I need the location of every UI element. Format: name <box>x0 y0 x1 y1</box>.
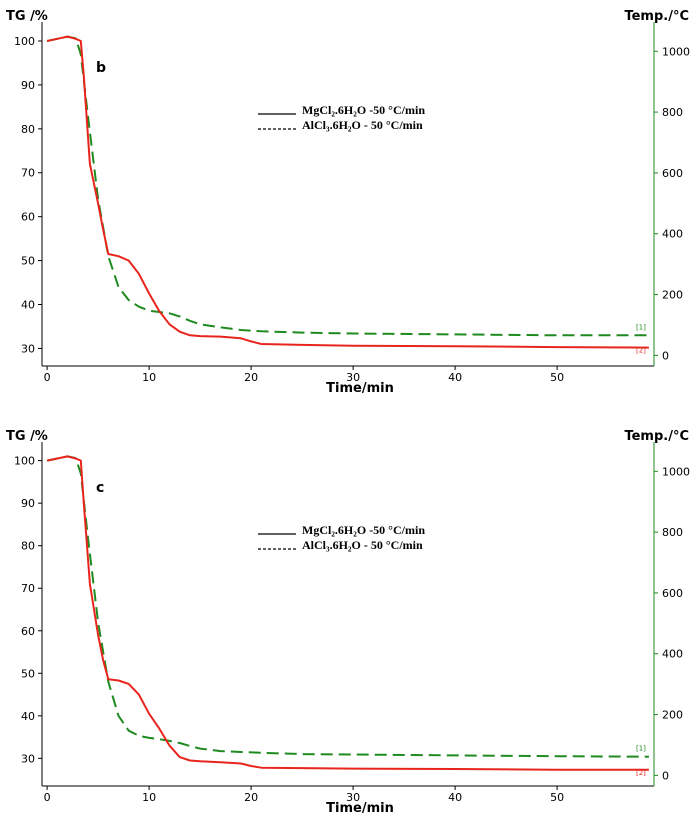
y-tick-label: 80 <box>21 123 35 136</box>
y2-tick-label: 600 <box>662 587 683 600</box>
series-end-tag: [2] <box>636 347 646 355</box>
y2-tick-label: 200 <box>662 289 683 302</box>
x-tick-label: 30 <box>346 791 360 804</box>
series-line <box>46 35 649 337</box>
x-tick-label: 20 <box>244 371 258 384</box>
y-tick-label: 90 <box>21 79 35 92</box>
y-tick-label: 60 <box>21 211 35 224</box>
x-tick-label: 40 <box>448 371 462 384</box>
series-end-tag: [2] <box>636 769 646 777</box>
y-tick-label: 100 <box>14 455 35 468</box>
x-tick-label: 10 <box>142 371 156 384</box>
y2-tick-label: 800 <box>662 106 683 119</box>
y2-axis-title: Temp./°C <box>624 9 689 24</box>
tg-panel-b: TG /% Temp./°C Time/min 30 40 50 60 70 80 90 100 0 1… <box>0 0 695 410</box>
y2-tick-label: 600 <box>662 167 683 180</box>
x-tick-label: 40 <box>448 791 462 804</box>
y-tick-label: 100 <box>14 35 35 48</box>
x-tick-label: 0 <box>44 371 51 384</box>
series-line <box>46 35 649 349</box>
x-axis-title: Time/min <box>326 381 394 396</box>
panel-label: c <box>96 480 104 496</box>
x-tick-label: 50 <box>550 791 564 804</box>
y2-tick-label: 400 <box>662 648 683 661</box>
tg-panel-c: TG /% Temp./°C Time/min 30 40 50 60 70 80 90 100 0 1… <box>0 420 695 830</box>
y-tick-label: 70 <box>21 167 35 180</box>
legend-label: MgCl₂.6H₂O -50 °C/min <box>302 103 425 117</box>
y2-axis-title: Temp./°C <box>624 429 689 444</box>
y-axis-title: TG /% <box>6 9 48 24</box>
y-tick-label: 50 <box>21 255 35 268</box>
y2-tick-label: 800 <box>662 526 683 539</box>
series-end-tag: [1] <box>636 323 646 331</box>
x-tick-label: 30 <box>346 371 360 384</box>
y2-tick-label: 400 <box>662 228 683 241</box>
y-tick-label: 30 <box>21 752 35 765</box>
y2-tick-label: 200 <box>662 709 683 722</box>
y2-tick-label: 1000 <box>662 45 690 58</box>
y-tick-label: 60 <box>21 625 35 638</box>
y-tick-label: 40 <box>21 299 35 312</box>
y-tick-label: 80 <box>21 540 35 553</box>
x-tick-label: 10 <box>142 791 156 804</box>
y-tick-label: 90 <box>21 497 35 510</box>
y-tick-label: 30 <box>21 342 35 355</box>
panel-label: b <box>96 60 106 76</box>
legend-label: MgCl₂.6H₂O -50 °C/min <box>302 523 425 537</box>
x-tick-label: 50 <box>550 371 564 384</box>
series-end-tag: [1] <box>636 745 646 753</box>
y2-tick-label: 1000 <box>662 465 690 478</box>
y2-tick-label: 0 <box>662 349 669 362</box>
series-line <box>46 455 649 758</box>
y-tick-label: 70 <box>21 582 35 595</box>
series-line <box>46 455 649 771</box>
y-tick-label: 40 <box>21 710 35 723</box>
y-axis-title: TG /% <box>6 429 48 444</box>
x-tick-label: 0 <box>44 791 51 804</box>
x-axis-title: Time/min <box>326 801 394 816</box>
y-tick-label: 50 <box>21 667 35 680</box>
y2-tick-label: 0 <box>662 769 669 782</box>
x-tick-label: 20 <box>244 791 258 804</box>
legend-label: AlCl₃.6H₂O - 50 °C/min <box>302 118 423 132</box>
legend-label: AlCl₃.6H₂O - 50 °C/min <box>302 538 423 552</box>
